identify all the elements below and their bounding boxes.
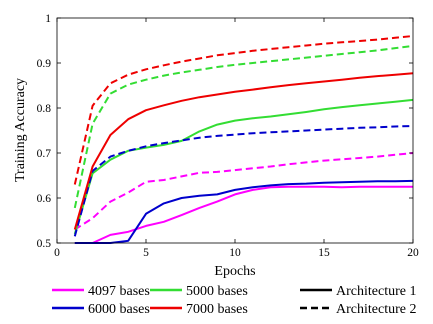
y-tick-label: 0.7 [37, 148, 52, 160]
series-line-4097-bases-dashed [74, 152, 414, 231]
series-line-5000-bases-dashed [73, 44, 414, 209]
series-line-6000-bases-dashed [73, 125, 414, 237]
series-line-7000-bases-dashed [73, 35, 414, 185]
axis-ticks: 0 5 10 15 20 0.5 0.6 0.7 0.8 0.9 1 [37, 13, 419, 259]
legend-label: 4097 bases [88, 284, 150, 299]
y-tick-label: 0.8 [37, 103, 52, 115]
y-tick-label: 0.5 [37, 238, 52, 250]
x-axis-label: Epochs [214, 264, 255, 279]
legend-label: 5000 bases [186, 284, 248, 299]
x-tick-label: 10 [229, 247, 241, 259]
legend-label: Architecture 2 [336, 302, 416, 317]
x-tick-label: 20 [407, 247, 419, 259]
legend-label: 6000 bases [88, 302, 150, 317]
legend-label: 7000 bases [186, 302, 248, 317]
series-line-6000-bases-solid [74, 179, 414, 244]
series-line-7000-bases-solid [73, 72, 414, 230]
x-tick-label: 5 [143, 247, 149, 259]
legend-label: Architecture 1 [336, 284, 416, 299]
y-tick-label: 0.9 [37, 58, 52, 70]
x-tick-label: 15 [318, 247, 330, 259]
series-line-4097-bases-solid [74, 185, 413, 244]
y-tick-label: 1 [45, 13, 51, 25]
y-axis-label: Training Accuracy [13, 78, 28, 182]
x-tick-label: 0 [54, 247, 60, 259]
legend: 4097 bases 5000 bases Architecture 1 6000 b… [52, 284, 416, 317]
y-tick-label: 0.6 [37, 193, 52, 205]
plot-lines [73, 35, 414, 244]
